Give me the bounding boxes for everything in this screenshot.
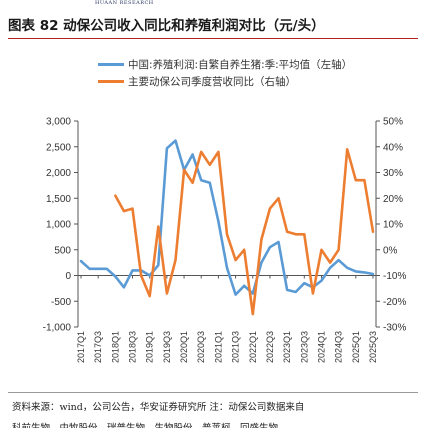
x-tick-label: 2023Q1 [282,331,292,363]
x-tick-label: 2021Q1 [213,331,223,363]
right-tick-label: 50% [383,117,403,128]
report-header: HUAAN RESEARCH [0,0,427,12]
x-tick-label: 2024Q3 [334,331,344,363]
x-tick-label: 2018Q3 [128,331,138,363]
x-tick-label: 2017Q1 [76,331,86,363]
x-tick-label: 2025Q1 [351,331,361,363]
left-tick-label: 2,000 [46,168,71,179]
legend-label-right-series: 主要动保公司季度营收同比（右轴） [128,76,296,88]
right-tick-label: -30% [383,323,406,334]
left-tick-label: -500 [51,297,71,308]
title-divider [8,38,418,39]
right-tick-label: 10% [383,220,403,231]
left-tick-label: 0 [65,271,71,282]
x-tick-label: 2017Q3 [93,331,103,363]
x-tick-label: 2022Q3 [265,331,275,363]
series-line-revenue-yoy [114,148,375,316]
right-tick-label: 40% [383,142,403,153]
left-tick-label: 2,500 [46,142,71,153]
right-tick-label: 20% [383,194,403,205]
dual-axis-line-chart: 3,000 2,500 2,000 1,500 1,000 500 0 -500 -1,000 5… [43,117,407,364]
left-tick-label: 500 [54,245,71,256]
x-tick-label: 2025Q3 [368,331,378,363]
x-tick-label: 2019Q3 [162,331,172,363]
left-tick-label: 3,000 [46,117,71,128]
source-note-continued: 科前生物、中牧股份、瑞普生物、生物股份、普莱柯、回盛生物 [12,420,422,428]
right-tick-label: -10% [383,271,406,282]
x-tick-label: 2018Q1 [110,331,120,363]
series-line-breeding-profit [79,139,375,296]
x-tick-label: 2024Q1 [316,331,326,363]
x-tick-label: 2020Q1 [179,331,189,363]
source-note: 资料来源：wind，公司公告，华安证券研究所 注：动保公司数据来自 [12,402,305,413]
right-tick-label: 0% [383,245,398,256]
chart-legend: 中国:养殖利润:自繁自养生猪:季:平均值（左轴） 主要动保公司季度营收同比（右轴… [98,56,352,90]
figure-title: 图表 82 动保公司收入同比和养殖利润对比（元/头） [8,18,325,34]
legend-label-left-series: 中国:养殖利润:自繁自养生猪:季:平均值（左轴） [128,59,353,71]
left-tick-label: 1,500 [46,194,71,205]
legend-swatch-blue [98,63,124,66]
legend-entry-left-series: 中国:养殖利润:自繁自养生猪:季:平均值（左轴） [98,56,352,73]
left-tick-label: -1,000 [43,323,72,334]
footer-divider [8,392,418,393]
right-tick-label: -20% [383,297,406,308]
legend-entry-right-series: 主要动保公司季度营收同比（右轴） [98,73,352,90]
x-tick-label: 2022Q1 [248,331,258,363]
x-tick-label: 2020Q3 [196,331,206,363]
legend-swatch-orange [98,80,124,83]
brand-text: HUAAN RESEARCH [95,0,154,6]
x-tick-label: 2021Q3 [231,331,241,363]
x-tick-label: 2019Q1 [145,331,155,363]
left-tick-label: 1,000 [46,220,71,231]
right-tick-label: 30% [383,168,403,179]
x-tick-label: 2023Q3 [299,331,309,363]
